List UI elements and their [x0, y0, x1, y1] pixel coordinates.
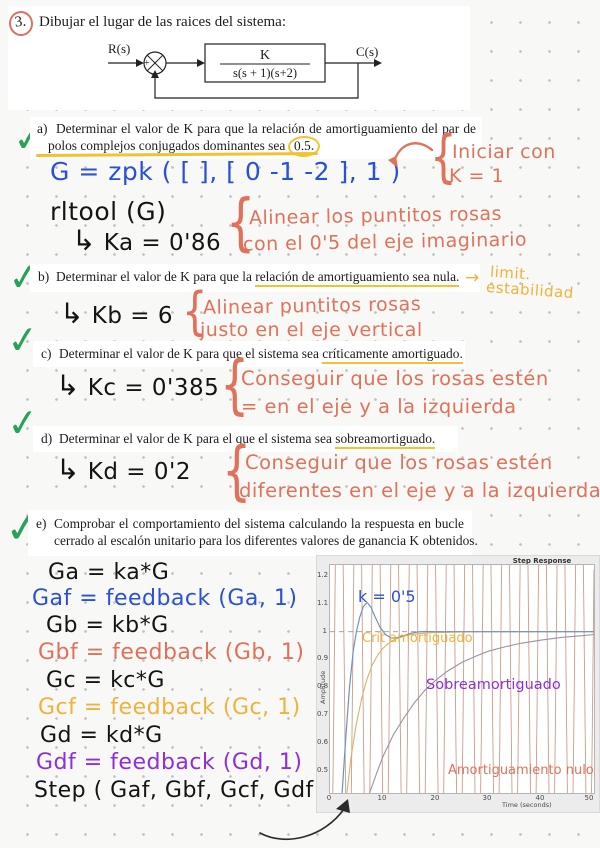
sum-plus-sign: + [144, 58, 150, 69]
ytick-label: 0.6 [317, 738, 329, 746]
l-arrow-icon: ↳ [60, 297, 84, 330]
red-curved-arrow [388, 142, 434, 168]
plot-annotation-crit: Crít amortiguado [362, 631, 473, 646]
curved-arrow-to-plot [259, 799, 350, 841]
brace-note-c: { [220, 346, 250, 422]
ytick-label: 0.7 [317, 710, 329, 718]
code-rltool: rltool (G) [50, 197, 167, 226]
brace-iniciar: { [430, 123, 457, 190]
xtick-label: 40 [535, 794, 545, 802]
y-axis-label: Amplitude [319, 670, 327, 704]
section-c-line1: Determinar el valor de K para que el sis… [59, 346, 463, 364]
section-e-label: e) [36, 516, 47, 531]
ytick-label: 0.5 [317, 766, 329, 774]
problem-title: Dibujar el lugar de las raices del siste… [39, 14, 286, 30]
ytick-label: 1.2 [317, 571, 329, 579]
problem-heading: 3. Dibujar el lugar de las raices del si… [7, 9, 286, 38]
note-iniciar-1: Iniciar con [452, 141, 556, 163]
note-d-2: diferentes en el eje y a la izquierda [239, 479, 600, 502]
x-axis-label: Time (seconds) [502, 801, 552, 809]
statement-box: 3. Dibujar el lugar de las raices del si… [7, 6, 470, 110]
block-denominator: s(s + 1)(s+2) [233, 66, 297, 80]
code-line: Gd = kd*G [40, 723, 163, 748]
note-c-1: Conseguir que los rosas estén [241, 367, 549, 390]
section-a-label: a) [37, 121, 48, 136]
feedback-line [154, 63, 359, 99]
ytick-label: 0.8 [317, 682, 329, 690]
brace-note-d: { [222, 432, 252, 508]
result-ka: ↳ Ka = 0'86 [72, 224, 222, 257]
section-a-line1: Determinar el valor de K para que la rel… [56, 121, 476, 136]
yellow-arrow-icon: → [465, 268, 480, 288]
plot-annotation-nulo: Amortiguamiento nulo [448, 763, 594, 778]
underlined-phrase-c: críticamente amortiguado. [322, 346, 463, 364]
result-kd: ↳ Kd = 0'2 [56, 453, 191, 486]
step-response-plot: Step Response k = 0'5 Crít amortiguado S… [316, 555, 600, 813]
code-line: Gc = kc*G [46, 668, 165, 693]
section-e-box: e) Comprobar el comportamiento del siste… [28, 510, 478, 556]
section-b-label: b) [38, 269, 50, 284]
section-d-line1: Determinar el valor de K para el que el … [59, 431, 436, 449]
brace-note-a: { [226, 185, 256, 259]
code-zpk: G = zpk ( [ ], [ 0 -1 -2 ], 1 ) [50, 157, 401, 186]
section-e-line1: Comprobar el comportamiento del sistema … [54, 516, 464, 531]
section-c-box: c) Determinar el valor de K para que el … [33, 341, 465, 367]
xtick-label: 0 [326, 794, 332, 802]
section-e-line2: cerrado al escalón unitario para los dif… [54, 533, 478, 548]
block-numerator: K [260, 48, 270, 63]
code-line: Gdf = feedback (Gd, 1) [36, 750, 303, 775]
note-limit-2: estabilidad [485, 277, 575, 303]
note-iniciar-2: K = 1 [449, 165, 505, 187]
plot-annotation-k05: k = 0'5 [358, 587, 416, 606]
note-c-2: = en el eje y a la izquierda [241, 395, 517, 418]
section-a-box: a) Determinar el valor de K para que la … [30, 117, 482, 159]
result-kc: ↳ Kc = 0'385 [56, 369, 220, 402]
code-line: Gaf = feedback (Ga, 1) [32, 586, 298, 611]
plot-title: Step Response [512, 557, 572, 565]
note-b-1: Alinear puntitos rosas [202, 293, 422, 319]
ytick-label: 1.1 [317, 599, 329, 607]
ytick-label: 1 [322, 627, 327, 635]
underlined-phrase-b: relación de amortiguamiento sea nula. [255, 269, 460, 287]
section-b-line1: Determinar el valor de K para que la rel… [56, 269, 460, 287]
l-arrow-icon: ↳ [72, 224, 96, 257]
l-arrow-icon: ↳ [56, 453, 80, 486]
section-b-box: b) Determinar el valor de K para que la … [30, 264, 480, 292]
section-c-label: c) [41, 346, 52, 361]
result-kb: ↳ Kb = 6 [60, 297, 173, 330]
code-line: Gbf = feedback (Gb, 1) [38, 640, 305, 665]
note-a-2: con el 0'5 del eje imaginario [242, 228, 528, 256]
underlined-phrase-d: sobreamortiguado. [335, 431, 436, 449]
arrowhead [151, 70, 159, 78]
l-arrow-icon: ↳ [56, 369, 80, 402]
section-a-line2: polos complejos conjugados dominantes se… [48, 135, 321, 158]
code-line: Step ( Gaf, Gbf, Gcf, Gdf ) [34, 778, 331, 803]
arrowhead [374, 59, 382, 67]
arrowhead [197, 59, 205, 67]
code-line: Gb = kb*G [46, 613, 169, 638]
plot-annotation-sobre: Sobreamortiguado [426, 677, 561, 693]
diagram-input-label: R(s) [108, 41, 130, 56]
xtick-label: 30 [482, 794, 492, 802]
code-line: Gcf = feedback (Gc, 1) [38, 695, 301, 720]
diagram-output-label: C(s) [356, 44, 378, 59]
block-diagram: R(s) + − K s(s + 1)(s+2) C(s) [108, 41, 382, 99]
section-d-box: d) Determinar el valor de K para el que … [33, 426, 458, 452]
plot-axes: k = 0'5 Crít amortiguado Sobreamortiguad… [329, 564, 595, 794]
note-a-1: Alinear los puntitos rosas [248, 202, 503, 230]
arrowhead [136, 59, 144, 67]
plot-curves [330, 565, 594, 793]
code-line: Ga = ka*G [48, 560, 170, 585]
brace-note-b: { [182, 282, 208, 342]
note-b-2: justo en el eje vertical [200, 319, 423, 341]
ytick-label: 0.9 [317, 654, 329, 662]
xtick-label: 20 [430, 794, 440, 802]
note-d-1: Conseguir que los rosas estén [245, 451, 553, 474]
xtick-label: 10 [377, 794, 387, 802]
section-d-label: d) [41, 431, 53, 446]
xtick-label: 50 [584, 794, 594, 802]
